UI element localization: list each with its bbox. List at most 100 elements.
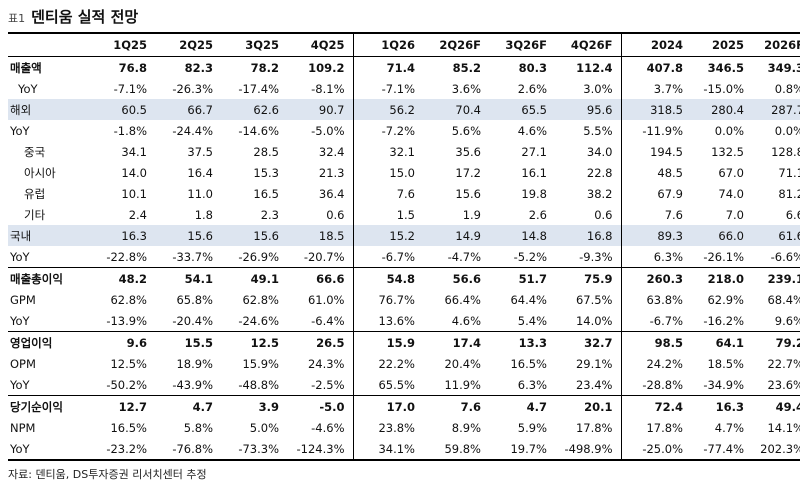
table-cell: 4.6% <box>517 123 547 138</box>
table-cell: -5.0% <box>311 123 345 138</box>
table-cell: -14.6% <box>238 123 279 138</box>
table-cell: 80.3 <box>489 56 555 78</box>
table-cell: 15.6 <box>221 225 287 246</box>
table-cell: 4.6% <box>451 313 481 328</box>
table-cell: 61.6 <box>752 225 800 246</box>
table-cell: -25.0% <box>620 438 691 461</box>
table-cell: 13.6% <box>352 310 423 332</box>
column-header: 2Q25 <box>155 32 221 57</box>
table-cell: 346.5 <box>691 56 752 78</box>
row-label: 해외 <box>8 99 94 120</box>
table-cell: 14.1% <box>767 420 800 435</box>
column-header: 4Q26F <box>555 32 621 57</box>
table-cell: 67.9 <box>620 183 691 204</box>
table-cell: 70.4 <box>423 99 489 120</box>
table-cell: 5.6% <box>451 123 481 138</box>
table-row: YoY -13.9% -20.4% -24.6% -6.4% 13.6% 4.6% 5.4% 1… <box>8 310 800 332</box>
table-cell: 67.0 <box>718 165 744 180</box>
table-cell: 16.4 <box>187 165 213 180</box>
row-label: 아시아 <box>24 165 56 180</box>
table-cell: 3.9 <box>221 395 287 417</box>
table-cell: 1.5 <box>352 204 423 225</box>
row-label: 영업이익 <box>8 331 94 353</box>
table-cell: 56.2 <box>352 99 423 120</box>
table-cell: 37.5 <box>187 144 213 159</box>
column-header: 2Q26F <box>423 32 489 57</box>
table-cell: 14.0% <box>575 313 613 328</box>
table-cell: 11.0 <box>187 186 213 201</box>
table-cell: 27.1 <box>521 144 547 159</box>
table-cell: -48.8% <box>238 377 279 392</box>
row-label: 매출총이익 <box>8 267 94 289</box>
table-cell: 15.2 <box>352 225 423 246</box>
table-cell: -15.0% <box>703 81 744 96</box>
table-row: 국내 16.3 15.6 15.6 18.5 15.2 14.9 14.8 16.8 89.3 66… <box>8 225 800 246</box>
table-cell: -23.2% <box>94 438 155 461</box>
table-cell: 81.2 <box>778 186 800 201</box>
table-cell: 16.3 <box>691 395 752 417</box>
table-cell: 56.6 <box>423 267 489 289</box>
table-cell: 16.8 <box>555 225 621 246</box>
row-label: YoY <box>10 377 30 392</box>
table-cell: 29.1% <box>575 356 613 371</box>
table-cell: 24.2% <box>620 353 691 374</box>
table-cell: 16.3 <box>94 225 155 246</box>
table-cell: 61.0% <box>307 292 345 307</box>
table-cell: 128.8 <box>771 144 800 159</box>
table-cell: 0.0% <box>714 123 744 138</box>
table-cell: 4.7 <box>489 395 555 417</box>
table-cell: 260.3 <box>620 267 691 289</box>
table-cell: 287.7 <box>752 99 800 120</box>
table-cell: 71.1 <box>778 165 800 180</box>
table-cell: 60.5 <box>94 99 155 120</box>
table-cell: 32.4 <box>318 144 345 159</box>
table-cell: 7.6 <box>423 395 489 417</box>
table-cell: 65.8% <box>176 292 213 307</box>
table-cell: 4.7 <box>155 395 221 417</box>
table-cell: 318.5 <box>620 99 691 120</box>
table-cell: 14.0 <box>121 165 147 180</box>
table-cell: 13.3 <box>489 331 555 353</box>
table-cell: 38.2 <box>586 186 613 201</box>
table-cell: -26.9% <box>238 249 279 264</box>
table-row: 중국 34.1 37.5 28.5 32.4 32.1 35.6 27.1 34.0 194.5 1… <box>8 141 800 162</box>
table-cell: -20.7% <box>303 249 345 264</box>
table-cell: -34.9% <box>703 377 744 392</box>
table-cell: 51.7 <box>489 267 555 289</box>
table-cell: 49.4 <box>752 395 800 417</box>
table-cell: -22.8% <box>106 249 147 264</box>
column-header: 1Q26 <box>352 32 423 57</box>
table-cell: 12.5% <box>110 356 147 371</box>
table-caption: 표1 덴티움 실적 전망 <box>8 6 138 28</box>
table-cell: 62.8% <box>110 292 147 307</box>
table-cell: -73.3% <box>221 438 287 461</box>
table-cell: 7.6 <box>620 204 691 225</box>
table-cell: 10.1 <box>121 186 147 201</box>
row-label: 기타 <box>24 207 46 222</box>
table-cell: 1.8 <box>194 207 213 222</box>
table-cell: 17.0 <box>352 395 423 417</box>
row-label: 당기순이익 <box>8 395 94 417</box>
table-cell: -6.7% <box>352 246 423 268</box>
table-cell: 48.5 <box>620 162 691 183</box>
column-header: 3Q25 <box>221 32 287 57</box>
table-cell: 18.5% <box>707 356 744 371</box>
earnings-forecast-table: 1Q25 2Q25 3Q25 4Q25 1Q26 2Q26F 3Q26F 4Q26F 2024 2… <box>8 32 800 461</box>
table-cell: 76.7% <box>352 289 423 310</box>
table-cell: 0.8% <box>774 81 800 96</box>
row-label: YoY <box>18 81 38 96</box>
table-row: YoY -22.8% -33.7% -26.9% -20.7% -6.7% -4.7% -5.… <box>8 246 800 268</box>
table-cell: 66.6 <box>287 267 353 289</box>
table-cell: 66.0 <box>691 225 752 246</box>
table-cell: 15.9 <box>352 331 423 353</box>
row-label: 국내 <box>8 225 94 246</box>
table-cell: 407.8 <box>620 56 691 78</box>
table-cell: 0.6 <box>326 207 345 222</box>
table-cell: 109.2 <box>287 56 353 78</box>
table-cell: 65.5 <box>489 99 555 120</box>
column-header: 2026F <box>752 32 800 57</box>
table-cell: 15.5 <box>155 331 221 353</box>
table-cell: 14.8 <box>489 225 555 246</box>
table-cell: 17.2 <box>455 165 481 180</box>
table-cell: -6.7% <box>620 310 691 332</box>
